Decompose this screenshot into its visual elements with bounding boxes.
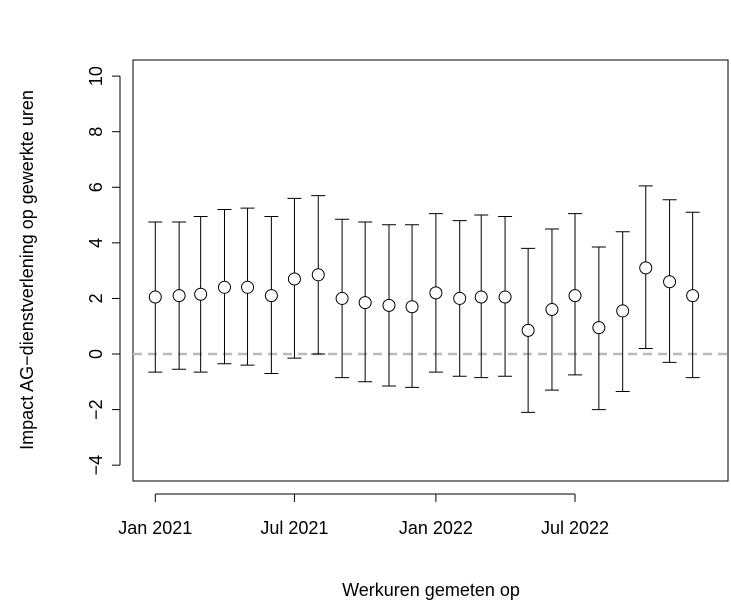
point	[264, 289, 278, 303]
y-tick-label: 0	[86, 349, 106, 359]
point	[568, 289, 582, 303]
y-axis-label: Impact AG−dienstverlening op gewerkte ur…	[17, 90, 37, 450]
y-tick-label: −4	[86, 455, 106, 476]
point	[592, 321, 606, 335]
x-tick-label: Jan 2022	[399, 518, 473, 538]
y-tick-label: −2	[86, 399, 106, 420]
point	[663, 275, 677, 289]
y-tick-label: 10	[86, 66, 106, 86]
y-tick-label: 8	[86, 127, 106, 137]
y-tick-label: 2	[86, 293, 106, 303]
point	[194, 287, 208, 301]
y-tick-label: 4	[86, 238, 106, 248]
point	[382, 298, 396, 312]
point	[217, 280, 231, 294]
point	[287, 272, 301, 286]
point	[453, 291, 467, 305]
point	[498, 290, 512, 304]
point	[521, 323, 535, 337]
x-tick-label: Jan 2021	[118, 518, 192, 538]
point	[429, 286, 443, 300]
point	[686, 289, 700, 303]
point	[474, 290, 488, 304]
plot-box	[132, 59, 729, 482]
point	[545, 303, 559, 317]
x-tick-label: Jul 2021	[260, 518, 328, 538]
point	[405, 300, 419, 314]
point	[358, 296, 372, 310]
y-tick-label: 6	[86, 182, 106, 192]
point	[639, 261, 653, 275]
point	[616, 304, 630, 318]
point	[172, 289, 186, 303]
x-axis-label: Werkuren gemeten op	[342, 580, 520, 600]
x-tick-label: Jul 2022	[541, 518, 609, 538]
point	[311, 268, 325, 282]
point	[335, 291, 349, 305]
point	[241, 280, 255, 294]
point	[148, 290, 162, 304]
